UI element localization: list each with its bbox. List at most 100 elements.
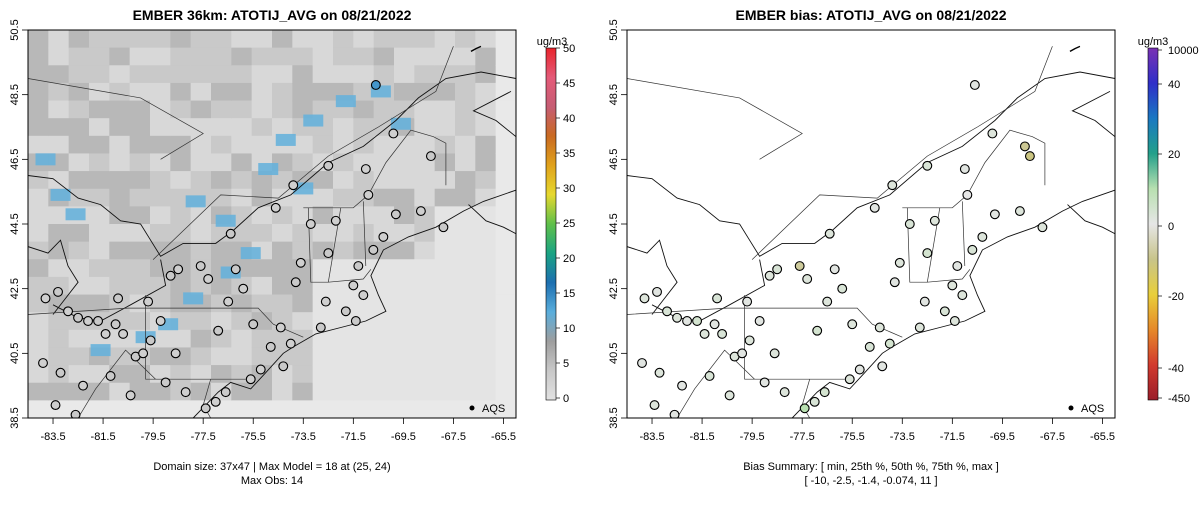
- model-cell: [495, 365, 516, 384]
- model-cell: [251, 135, 273, 154]
- model-cell: [272, 294, 293, 313]
- model-cell: [211, 82, 232, 102]
- model-cell: [292, 65, 314, 84]
- station-marker: [143, 296, 154, 307]
- model-cell: [475, 347, 497, 366]
- station-marker: [350, 316, 361, 326]
- model-cell: [251, 259, 273, 278]
- model-cell: [394, 241, 415, 260]
- coastline: [1071, 91, 1115, 138]
- model-cell: [495, 100, 516, 119]
- model-cell: [353, 276, 375, 296]
- station-marker: [195, 261, 206, 271]
- coastline: [28, 239, 79, 315]
- station-marker: [83, 316, 94, 326]
- colorbar-tick-label: 35: [563, 148, 575, 160]
- model-cell: [150, 294, 171, 313]
- station-marker: [275, 322, 286, 333]
- model-cell: [28, 82, 49, 102]
- model-cell: [129, 30, 151, 49]
- station-marker: [1024, 151, 1035, 162]
- model-cell: [150, 65, 171, 84]
- model-cell: [394, 276, 415, 296]
- state-border: [902, 129, 1046, 209]
- station-marker: [363, 189, 374, 200]
- model-cell: [28, 171, 49, 190]
- model-cell: [292, 365, 314, 384]
- colorbar-tick-label: 5: [563, 358, 569, 370]
- model-cell: [373, 382, 395, 401]
- model-cell: [455, 365, 476, 384]
- model-cell: [231, 400, 253, 418]
- model-cell: [109, 206, 131, 225]
- state-border: [77, 349, 156, 418]
- model-cell: [272, 382, 293, 401]
- model-cell: [68, 153, 90, 172]
- model-cell: [170, 153, 192, 172]
- model-cell: [231, 329, 253, 348]
- colorbar-tick-label: 50: [563, 43, 575, 55]
- station-marker: [320, 296, 331, 307]
- model-cell: [373, 171, 395, 190]
- model-cell: [414, 400, 436, 418]
- station-marker: [200, 403, 211, 414]
- station-marker: [223, 296, 234, 307]
- model-cell: [48, 294, 70, 313]
- model-cell: [475, 118, 497, 137]
- station-marker: [248, 319, 259, 330]
- model-cell: [170, 206, 192, 225]
- station-marker: [1019, 141, 1030, 152]
- model-cell: [272, 82, 293, 102]
- model-cell: [373, 100, 395, 119]
- x-tick-label: -79.5: [740, 431, 765, 443]
- model-cell: [190, 135, 212, 154]
- station-marker: [265, 341, 276, 352]
- model-cell: [373, 135, 395, 154]
- model-cell: [129, 365, 151, 384]
- model-cell: [434, 118, 456, 137]
- colorbar-tick-label: 10: [563, 323, 575, 335]
- model-high-cell: [183, 292, 204, 305]
- model-cell: [251, 82, 273, 102]
- y-tick-label: 38.5: [608, 407, 620, 428]
- model-cell: [475, 276, 497, 296]
- model-cell: [48, 382, 70, 401]
- colorbar-tick-label: -40: [1168, 363, 1184, 375]
- model-cell: [414, 224, 436, 243]
- model-high-cell: [390, 117, 411, 130]
- model-cell: [495, 30, 516, 49]
- model-cell: [129, 276, 151, 296]
- model-cell: [89, 365, 110, 384]
- colorbar-tick-label: 45: [563, 78, 575, 90]
- model-cell: [475, 259, 497, 278]
- model-cell: [251, 400, 273, 418]
- model-cell: [455, 118, 476, 137]
- station-marker: [987, 128, 998, 139]
- model-cell: [434, 206, 456, 225]
- x-tick-label: -77.5: [790, 431, 815, 443]
- station-marker: [894, 257, 905, 268]
- model-cell: [373, 365, 395, 384]
- model-cell: [28, 241, 49, 260]
- model-cell: [455, 329, 476, 348]
- coastline: [627, 71, 1115, 257]
- model-cell: [68, 347, 90, 366]
- model-cell: [394, 259, 415, 278]
- model-cell: [170, 82, 192, 102]
- model-cell: [68, 224, 90, 243]
- model-cell: [89, 153, 110, 172]
- model-cell: [109, 382, 131, 401]
- model-cell: [353, 135, 375, 154]
- right-colorbar-ticks: 10000 40 20 0 -20 -40 -450: [1158, 45, 1199, 405]
- model-cell: [455, 30, 476, 49]
- station-marker: [53, 286, 63, 297]
- model-cell: [251, 100, 273, 119]
- model-cell: [150, 82, 171, 102]
- model-cell: [353, 400, 375, 418]
- model-cell: [414, 241, 436, 260]
- model-cell: [272, 241, 293, 260]
- model-cell: [394, 153, 415, 172]
- model-cell: [109, 47, 131, 66]
- model-cell: [48, 100, 70, 119]
- model-cell: [333, 65, 354, 84]
